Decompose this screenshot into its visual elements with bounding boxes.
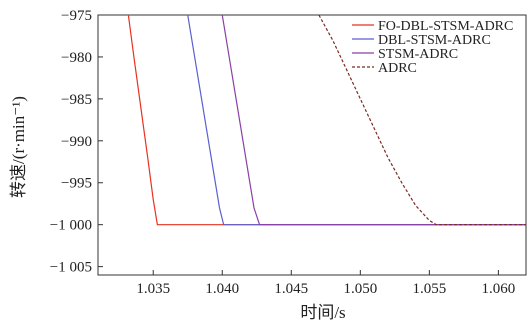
series-line-3 [318, 15, 526, 226]
legend-label-1: DBL-STSM-ADRC [378, 33, 491, 48]
x-tick-label: 1.045 [274, 281, 308, 297]
series-line-2 [221, 15, 526, 226]
series-line-1 [187, 15, 526, 226]
y-tick-label: −1 005 [50, 260, 92, 276]
legend-label-3: ADRC [378, 61, 417, 76]
y-axis-label: 转速/(r·min⁻¹) [9, 96, 28, 198]
series-line-0 [127, 15, 526, 226]
x-tick-label: 1.060 [482, 281, 516, 297]
y-tick-label: −985 [61, 92, 92, 108]
x-axis-label: 时间/s [300, 303, 345, 322]
x-tick-label: 1.035 [136, 281, 170, 297]
legend-label-0: FO-DBL-STSM-ADRC [378, 19, 513, 34]
legend-label-2: STSM-ADRC [378, 47, 458, 62]
y-tick-label: −995 [61, 176, 92, 192]
x-tick-label: 1.040 [205, 281, 239, 297]
plot-area [97, 14, 527, 276]
x-tick-label: 1.050 [343, 281, 377, 297]
y-tick-label: −980 [61, 50, 92, 66]
y-tick-label: −975 [61, 8, 92, 24]
x-tick-label: 1.055 [412, 281, 446, 297]
y-tick-label: −1 000 [50, 218, 92, 234]
y-tick-label: −990 [61, 134, 92, 150]
